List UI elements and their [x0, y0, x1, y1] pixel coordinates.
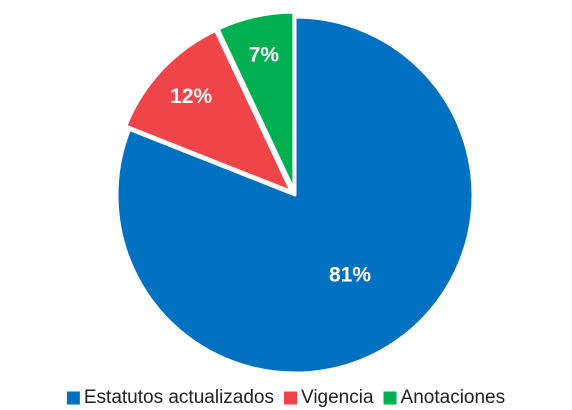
- data-label: 7%: [249, 44, 280, 67]
- legend-swatch: [383, 391, 397, 405]
- legend-label: Estatutos actualizados: [84, 387, 274, 408]
- pie-slice: [115, 15, 475, 375]
- legend: Estatutos actualizados Vigencia Anotacione…: [66, 387, 506, 408]
- pie-slice: [124, 29, 293, 194]
- legend-label: Vigencia: [301, 387, 374, 408]
- data-label: 81%: [329, 264, 371, 287]
- data-label: 12%: [170, 85, 212, 108]
- pie-slice: [216, 10, 296, 192]
- legend-swatch: [66, 391, 80, 405]
- legend-swatch: [284, 391, 297, 405]
- legend-label: Anotaciones: [401, 387, 506, 408]
